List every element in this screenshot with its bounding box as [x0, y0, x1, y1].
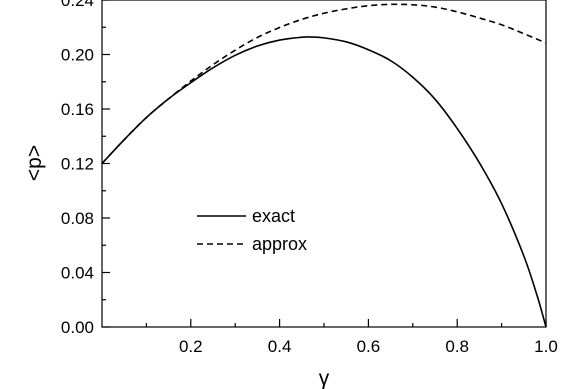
legend-label-approx: approx	[252, 234, 307, 254]
x-tick-label: 0.4	[268, 337, 292, 356]
x-tick-label: 0.2	[179, 337, 203, 356]
y-tick-label: 0.08	[61, 209, 94, 228]
legend-label-exact: exact	[252, 206, 295, 226]
x-axis-label: γ	[319, 367, 330, 389]
series-lines	[101, 3, 547, 328]
x-axis-ticks: 0.2 0.4 0.6 0.8 1.0	[145, 319, 558, 356]
series-line-exact	[101, 36, 547, 328]
x-tick-label: 0.8	[445, 337, 469, 356]
y-tick-label: 0.24	[61, 0, 94, 10]
legend: exact approx	[197, 206, 307, 254]
y-tick-label: 0.04	[61, 264, 94, 283]
x-tick-label: 1.0	[534, 337, 558, 356]
y-tick-label: 0.00	[61, 318, 94, 337]
y-axis-ticks: 0.00 0.04 0.08 0.12 0.16 0.20 0.24	[61, 0, 110, 337]
series-line-approx	[101, 3, 547, 165]
y-tick-label: 0.20	[61, 46, 94, 65]
y-tick-label: 0.12	[61, 155, 94, 174]
y-tick-label: 0.16	[61, 100, 94, 119]
x-tick-label: 0.6	[357, 337, 381, 356]
y-axis-label: <p>	[23, 145, 46, 181]
